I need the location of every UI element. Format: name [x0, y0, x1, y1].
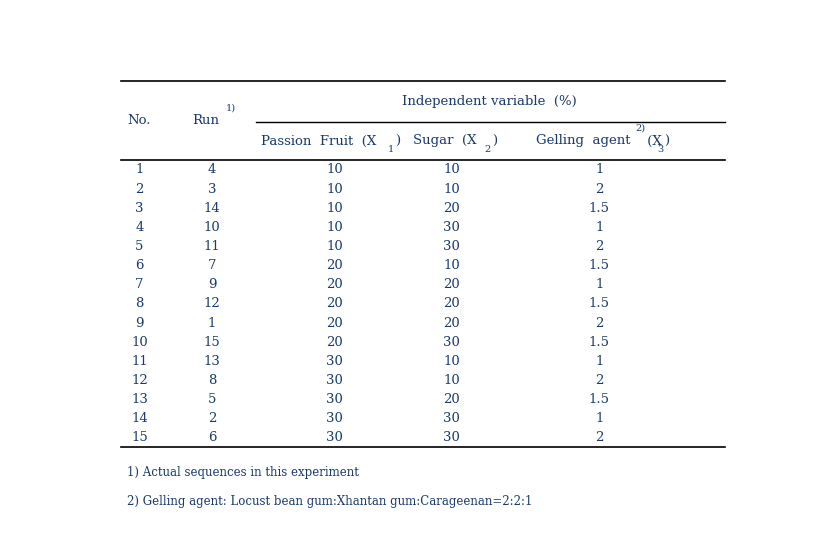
Text: ): )	[492, 134, 497, 147]
Text: 30: 30	[326, 355, 343, 368]
Text: 2: 2	[485, 145, 491, 154]
Text: 2: 2	[135, 183, 144, 195]
Text: 10: 10	[443, 355, 459, 368]
Text: No.: No.	[128, 114, 151, 127]
Text: 30: 30	[443, 431, 460, 444]
Text: Passion  Fruit  (X: Passion Fruit (X	[261, 134, 376, 147]
Text: Independent variable  (%): Independent variable (%)	[402, 95, 576, 108]
Text: 20: 20	[326, 316, 343, 329]
Text: 20: 20	[326, 259, 343, 272]
Text: 2: 2	[207, 412, 216, 425]
Text: 30: 30	[326, 412, 343, 425]
Text: 12: 12	[131, 374, 148, 387]
Text: 3: 3	[135, 202, 144, 215]
Text: 2: 2	[595, 316, 603, 329]
Text: 15: 15	[131, 431, 148, 444]
Text: ): )	[395, 134, 400, 147]
Text: 2) Gelling agent: Locust bean gum:Xhantan gum:Carageenan=2:2:1: 2) Gelling agent: Locust bean gum:Xhanta…	[127, 495, 533, 508]
Text: 20: 20	[443, 316, 459, 329]
Text: 2: 2	[595, 240, 603, 253]
Text: 11: 11	[203, 240, 220, 253]
Text: 10: 10	[326, 221, 343, 234]
Text: 14: 14	[203, 202, 220, 215]
Text: 20: 20	[443, 298, 459, 310]
Text: 10: 10	[326, 183, 343, 195]
Text: 20: 20	[443, 202, 459, 215]
Text: 10: 10	[326, 164, 343, 177]
Text: 20: 20	[443, 278, 459, 291]
Text: 1.5: 1.5	[589, 259, 610, 272]
Text: Run: Run	[192, 114, 219, 127]
Text: 1): 1)	[226, 104, 236, 113]
Text: 14: 14	[131, 412, 148, 425]
Text: 1: 1	[595, 412, 603, 425]
Text: 6: 6	[207, 431, 216, 444]
Text: 2): 2)	[635, 124, 646, 133]
Text: 10: 10	[443, 183, 459, 195]
Text: 30: 30	[326, 393, 343, 406]
Text: 20: 20	[443, 393, 459, 406]
Text: 20: 20	[326, 298, 343, 310]
Text: ): )	[663, 134, 669, 147]
Text: 6: 6	[135, 259, 144, 272]
Text: 3: 3	[658, 145, 663, 154]
Text: 10: 10	[326, 240, 343, 253]
Text: 1.5: 1.5	[589, 202, 610, 215]
Text: 3: 3	[207, 183, 216, 195]
Text: 1.5: 1.5	[589, 298, 610, 310]
Text: 1.5: 1.5	[589, 336, 610, 349]
Text: 2: 2	[595, 374, 603, 387]
Text: 9: 9	[135, 316, 144, 329]
Text: 10: 10	[443, 259, 459, 272]
Text: 1: 1	[595, 164, 603, 177]
Text: 13: 13	[131, 393, 148, 406]
Text: 20: 20	[326, 336, 343, 349]
Text: 30: 30	[326, 374, 343, 387]
Text: 13: 13	[203, 355, 220, 368]
Text: 4: 4	[207, 164, 216, 177]
Text: 1: 1	[207, 316, 216, 329]
Text: 1: 1	[389, 145, 394, 154]
Text: 8: 8	[135, 298, 144, 310]
Text: 30: 30	[443, 336, 460, 349]
Text: 5: 5	[135, 240, 144, 253]
Text: 8: 8	[207, 374, 216, 387]
Text: 1: 1	[595, 221, 603, 234]
Text: 30: 30	[443, 240, 460, 253]
Text: 30: 30	[443, 412, 460, 425]
Text: 1: 1	[135, 164, 144, 177]
Text: 10: 10	[131, 336, 148, 349]
Text: 1: 1	[595, 355, 603, 368]
Text: Gelling  agent: Gelling agent	[537, 134, 631, 147]
Text: 20: 20	[326, 278, 343, 291]
Text: 10: 10	[326, 202, 343, 215]
Text: 9: 9	[207, 278, 216, 291]
Text: 1: 1	[595, 278, 603, 291]
Text: Sugar  (X: Sugar (X	[413, 134, 476, 147]
Text: 7: 7	[207, 259, 216, 272]
Text: 2: 2	[595, 431, 603, 444]
Text: 10: 10	[443, 374, 459, 387]
Text: (X: (X	[643, 134, 662, 147]
Text: 1.5: 1.5	[589, 393, 610, 406]
Text: 2: 2	[595, 183, 603, 195]
Text: 7: 7	[135, 278, 144, 291]
Text: 5: 5	[207, 393, 216, 406]
Text: 10: 10	[443, 164, 459, 177]
Text: 11: 11	[131, 355, 148, 368]
Text: 30: 30	[443, 221, 460, 234]
Text: 15: 15	[203, 336, 220, 349]
Text: 12: 12	[203, 298, 220, 310]
Text: 4: 4	[135, 221, 144, 234]
Text: 10: 10	[203, 221, 220, 234]
Text: 1) Actual sequences in this experiment: 1) Actual sequences in this experiment	[127, 466, 359, 479]
Text: 30: 30	[326, 431, 343, 444]
